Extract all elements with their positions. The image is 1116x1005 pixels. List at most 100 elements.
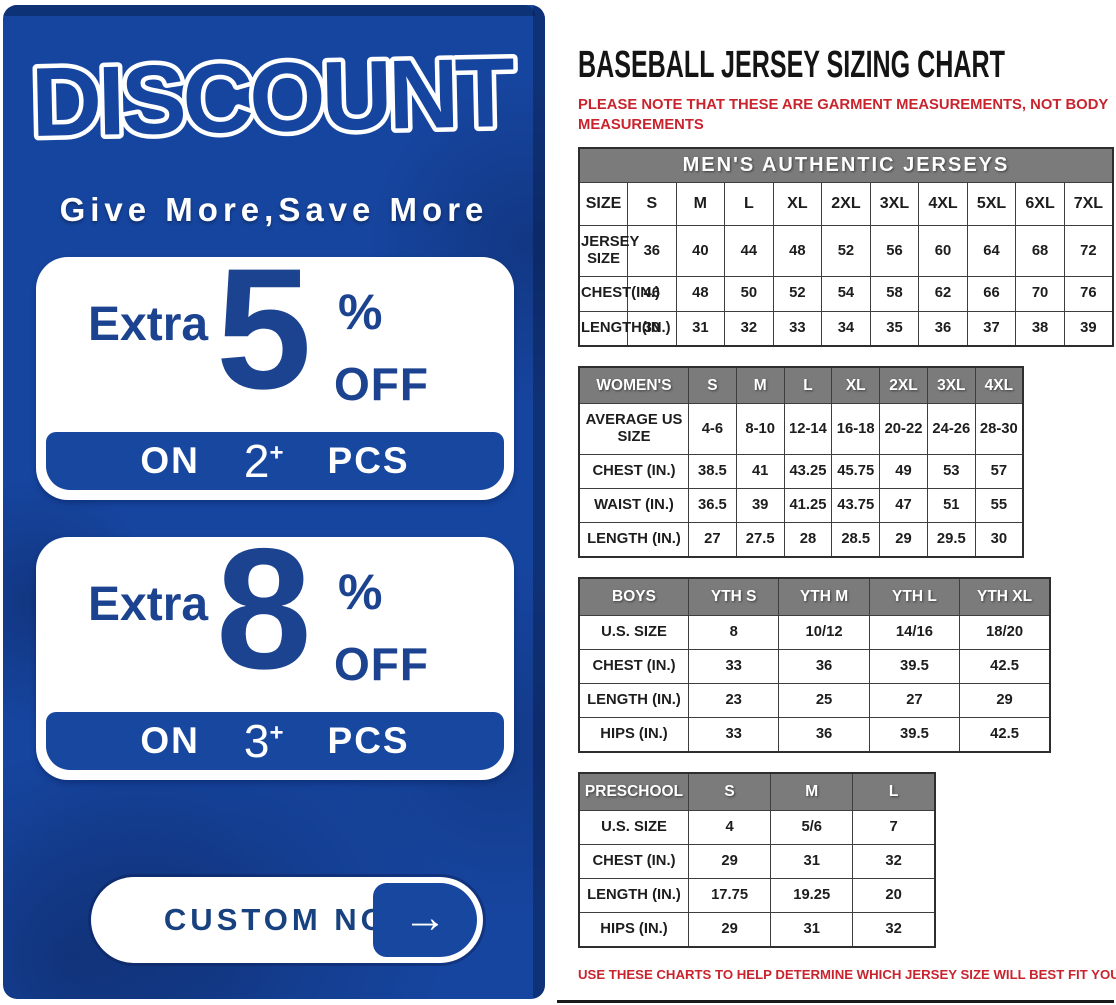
column-header: 4XL xyxy=(974,366,1024,405)
off-label: OFF xyxy=(334,358,429,410)
column-header: M xyxy=(675,182,726,227)
cta-arrow-segment[interactable]: → xyxy=(373,883,477,957)
size-value: 48 xyxy=(772,225,823,278)
size-value: 29.5 xyxy=(926,522,976,558)
size-value: 39.5 xyxy=(868,649,961,685)
size-value: 32 xyxy=(724,310,774,347)
column-header: 5XL xyxy=(966,182,1017,227)
size-value: 47 xyxy=(879,488,928,524)
size-value: 42.5 xyxy=(959,649,1051,685)
discount-title-text: DISCOUNT xyxy=(30,37,515,157)
column-header: 3XL xyxy=(926,366,976,405)
column-header: 6XL xyxy=(1015,182,1065,227)
qty-value: 3+ xyxy=(244,714,284,768)
column-header: BOYS xyxy=(578,577,689,617)
sizing-table-boys: BOYS YTH S YTH M YTH L YTH XL U.S. SIZE 8 10/12… xyxy=(578,577,1051,754)
size-value: 10/12 xyxy=(778,615,870,651)
qty-number: 2 xyxy=(243,435,270,487)
page-title: BASEBALL JERSEY SIZING CHART xyxy=(578,44,1005,86)
size-value: 8-10 xyxy=(735,403,785,456)
row-label: LENGTH (IN.) xyxy=(578,683,689,719)
size-value: 52 xyxy=(821,225,871,278)
size-value: 36 xyxy=(918,310,968,347)
size-value: 56 xyxy=(869,225,920,278)
offer-qty-bar: ON 2+ PCS xyxy=(46,432,504,490)
size-value: 46 xyxy=(627,276,677,312)
plus-sign: + xyxy=(269,719,284,747)
size-value: 28.5 xyxy=(831,522,881,558)
offer-card-5pct: Extra 5 % OFF ON 2+ PCS xyxy=(36,243,514,500)
size-value: 32 xyxy=(852,844,936,880)
size-value: 41.25 xyxy=(783,488,833,524)
row-label: U.S. SIZE xyxy=(578,615,689,651)
column-header: 4XL xyxy=(918,182,968,227)
size-value: 51 xyxy=(926,488,976,524)
banner-edge-shadow xyxy=(533,5,545,999)
column-header: L xyxy=(783,366,833,405)
column-header: 7XL xyxy=(1063,182,1114,227)
custom-now-button[interactable]: CUSTOM NOW → xyxy=(91,877,483,963)
on-label: ON xyxy=(140,720,200,761)
size-value: 29 xyxy=(687,844,772,880)
on-label: ON xyxy=(140,440,200,481)
column-header: S xyxy=(687,772,772,812)
row-label: HIPS (IN.) xyxy=(578,717,689,753)
size-value: 36 xyxy=(778,717,870,753)
size-value: 40 xyxy=(675,225,726,278)
column-header: S xyxy=(688,366,737,405)
size-value: 62 xyxy=(918,276,968,312)
bottom-divider xyxy=(557,1000,1114,1003)
size-value: 34 xyxy=(821,310,871,347)
size-value: 38.5 xyxy=(688,454,737,490)
column-header: 2XL xyxy=(821,182,871,227)
fit-help-note: USE THESE CHARTS TO HELP DETERMINE WHICH… xyxy=(578,967,1116,983)
right-arrow-icon: → xyxy=(403,893,447,942)
off-label: OFF xyxy=(334,638,429,690)
row-label: WAIST (IN.) xyxy=(578,488,689,524)
row-label: LENGTH (IN.) xyxy=(578,522,689,558)
discount-title: DISCOUNT xyxy=(26,35,519,157)
size-tables-container: MEN'S AUTHENTIC JERSEYS SIZE S M L XL 2XL 3XL 4X… xyxy=(578,147,1116,949)
table-title: MEN'S AUTHENTIC JERSEYS xyxy=(578,147,1114,184)
row-label: CHEST (IN.) xyxy=(578,844,689,880)
size-value: 23 xyxy=(687,683,780,719)
size-value: 4 xyxy=(687,810,772,846)
size-value: 42.5 xyxy=(959,717,1051,753)
size-value: 68 xyxy=(1015,225,1065,278)
size-value: 38 xyxy=(1015,310,1065,347)
size-value: 8 xyxy=(687,615,780,651)
column-header: SIZE xyxy=(578,182,629,227)
size-value: 31 xyxy=(675,310,726,347)
size-value: 19.25 xyxy=(770,878,854,914)
size-value: 57 xyxy=(974,454,1024,490)
percent-sign: % xyxy=(338,564,383,620)
size-value: 39 xyxy=(735,488,785,524)
garment-measurement-note: PLEASE NOTE THAT THESE ARE GARMENT MEASU… xyxy=(578,97,1108,133)
row-label: AVERAGE US SIZE xyxy=(578,403,689,456)
size-value: 33 xyxy=(687,717,780,753)
size-value: 44 xyxy=(724,225,774,278)
banner-top-strip xyxy=(3,5,535,16)
size-value: 31 xyxy=(770,844,854,880)
row-label: U.S. SIZE xyxy=(578,810,689,846)
size-value: 41 xyxy=(735,454,785,490)
row-label: CHEST (IN.) xyxy=(578,454,689,490)
size-value: 7 xyxy=(852,810,936,846)
size-value: 30 xyxy=(627,310,677,347)
row-label: LENGTH (IN.) xyxy=(578,878,689,914)
qty-number: 3 xyxy=(243,715,270,767)
size-value: 52 xyxy=(772,276,823,312)
qty-value: 2+ xyxy=(244,434,284,488)
size-value: 45.75 xyxy=(831,454,881,490)
size-value: 33 xyxy=(772,310,823,347)
size-value: 32 xyxy=(852,912,936,948)
size-value: 35 xyxy=(869,310,920,347)
sizing-table-mens: MEN'S AUTHENTIC JERSEYS SIZE S M L XL 2XL 3XL 4X… xyxy=(578,147,1114,347)
size-value: 58 xyxy=(869,276,920,312)
size-value: 50 xyxy=(724,276,774,312)
size-value: 66 xyxy=(966,276,1017,312)
size-value: 4-6 xyxy=(688,403,737,456)
size-value: 30 xyxy=(974,522,1024,558)
column-header: M xyxy=(735,366,785,405)
size-value: 48 xyxy=(675,276,726,312)
